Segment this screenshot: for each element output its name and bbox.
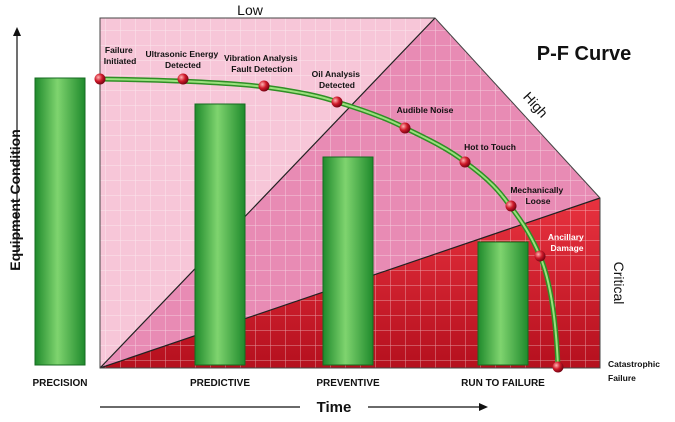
bar-predictive (194, 103, 246, 366)
category-predictive: PREDICTIVE (190, 378, 250, 389)
point-marker-catastrophic-failure (552, 361, 564, 373)
bar-run-to-failure (477, 241, 529, 366)
label-vibration: Vibration Analysis Fault Detection (224, 53, 300, 74)
y-axis-arrowhead (13, 27, 21, 36)
point-marker-audible-noise (399, 122, 411, 134)
category-precision: PRECISION (32, 378, 87, 389)
point-marker-vibration (258, 80, 270, 92)
y-axis-label: Equipment Condition (7, 129, 23, 271)
label-ancillary-damage: Ancillary Damage (548, 232, 586, 253)
point-marker-ancillary-damage (534, 250, 546, 262)
zone-divider-low-high (99, 17, 436, 369)
label-audible-noise: Audible Noise (397, 105, 454, 115)
x-axis-label: Time (317, 399, 352, 416)
point-marker-ultrasonic (177, 73, 189, 85)
label-catastrophic-failure: Catastrophic Failure (608, 359, 662, 383)
label-hot-to-touch: Hot to Touch (464, 142, 516, 152)
zone-label-critical: Critical (611, 262, 627, 305)
bar-preventive (322, 156, 374, 366)
label-failure-initiated: Failure Initiated (104, 45, 137, 66)
label-ultrasonic: Ultrasonic Energy Detected (145, 49, 220, 70)
bar-precision (34, 77, 86, 366)
point-marker-hot-to-touch (459, 156, 471, 168)
category-run-to-failure: RUN TO FAILURE (461, 378, 545, 389)
point-marker-mechanically-loose (505, 200, 517, 212)
point-marker-oil-analysis (331, 96, 343, 108)
x-axis-arrowhead (479, 403, 488, 411)
label-mechanically-loose: Mechanically Loose (510, 185, 565, 206)
chart-title: P-F Curve (537, 43, 631, 65)
category-preventive: PREVENTIVE (316, 378, 380, 389)
label-oil-analysis: Oil Analysis Detected (312, 69, 363, 90)
point-marker-failure-initiated (94, 73, 106, 85)
zone-border (99, 17, 601, 369)
zone-label-low: Low (237, 2, 264, 18)
